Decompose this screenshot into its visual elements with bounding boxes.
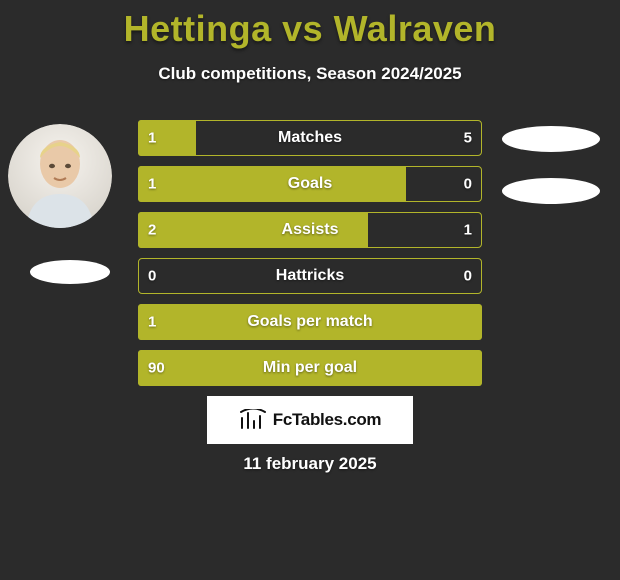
stat-bar: 1 Goals per match	[138, 304, 482, 340]
comparison-infographic: Hettinga vs Walraven Club competitions, …	[0, 0, 620, 580]
page-title: Hettinga vs Walraven	[0, 0, 620, 50]
left-player-avatar	[8, 124, 112, 228]
bar-left-value: 1	[148, 130, 156, 147]
bar-right-value: 5	[464, 130, 472, 147]
bar-left-value: 1	[148, 314, 156, 331]
bar-right-value: 1	[464, 222, 472, 239]
comparison-bars: 1 5 Matches 1 0 Goals 2 1 Assists 0 0 Hattricks 1 Goa…	[138, 120, 482, 396]
right-oval-2	[502, 178, 600, 204]
bar-label: Goals	[288, 175, 332, 193]
stat-bar: 0 0 Hattricks	[138, 258, 482, 294]
stat-bar: 1 0 Goals	[138, 166, 482, 202]
bar-label: Hattricks	[276, 267, 344, 285]
bar-fill-left	[138, 120, 196, 156]
bar-left-value: 1	[148, 176, 156, 193]
right-oval-1	[502, 126, 600, 152]
bar-left-value: 90	[148, 360, 165, 377]
left-flag-oval	[30, 260, 110, 284]
source-badge: FcTables.com	[207, 396, 413, 444]
fctables-logo-icon	[239, 409, 267, 431]
bar-label: Matches	[278, 129, 342, 147]
stat-bar: 90 Min per goal	[138, 350, 482, 386]
source-badge-text: FcTables.com	[273, 410, 382, 430]
bar-right-value: 0	[464, 176, 472, 193]
bar-right-value: 0	[464, 268, 472, 285]
bar-label: Goals per match	[247, 313, 372, 331]
bar-label: Assists	[282, 221, 339, 239]
bar-left-value: 0	[148, 268, 156, 285]
bar-fill-left	[138, 166, 406, 202]
stat-bar: 2 1 Assists	[138, 212, 482, 248]
bar-label: Min per goal	[263, 359, 357, 377]
bar-left-value: 2	[148, 222, 156, 239]
stat-bar: 1 5 Matches	[138, 120, 482, 156]
subtitle: Club competitions, Season 2024/2025	[0, 64, 620, 84]
date-label: 11 february 2025	[243, 454, 376, 474]
avatar-placeholder-icon	[8, 124, 112, 228]
